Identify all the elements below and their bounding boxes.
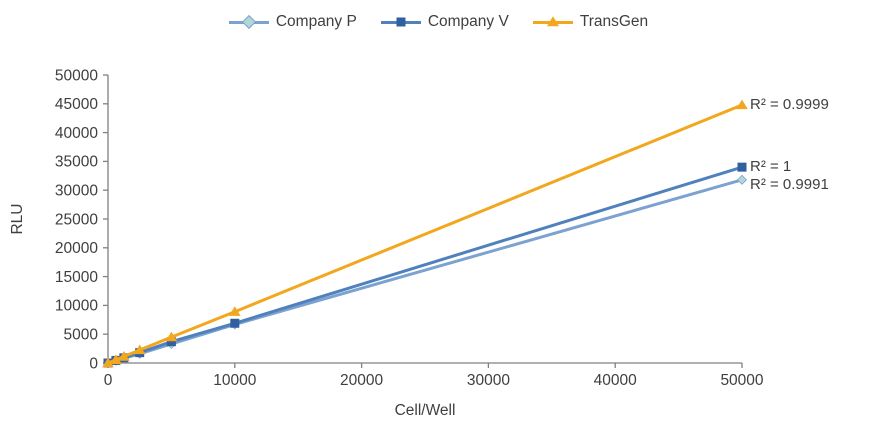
x-axis-title: Cell/Well <box>394 402 456 419</box>
y-axis-tick-label: 15000 <box>55 269 98 286</box>
chart-legend: Company P Company V TransGen <box>0 13 877 31</box>
axis-lines <box>107 75 742 364</box>
x-axis-tick-label: 10000 <box>213 372 256 389</box>
legend-item-company-p: Company P <box>228 13 357 31</box>
x-axis-tick-label: 40000 <box>594 372 637 389</box>
diamond-marker-icon <box>736 174 748 185</box>
triangle-marker-icon <box>118 350 130 361</box>
y-axis-tick-label: 10000 <box>55 298 98 315</box>
y-axis-tick-label: 20000 <box>55 240 98 257</box>
y-axis-tick-label: 25000 <box>55 211 98 228</box>
y-axis-tick-label: 40000 <box>55 125 98 142</box>
legend-line-sample <box>228 16 269 28</box>
y-axis-tick-label: 30000 <box>55 183 98 200</box>
r2-annotation-company-v: R² = 1 <box>750 158 792 176</box>
triangle-marker-icon <box>736 99 748 110</box>
triangle-marker-icon <box>165 331 178 342</box>
triangle-marker-icon <box>110 354 122 364</box>
y-axis-tick-label: 35000 <box>55 154 98 171</box>
legend-item-transgen: TransGen <box>532 13 649 31</box>
legend-line-sample <box>532 16 573 27</box>
x-axis-tick-label: 30000 <box>467 372 510 389</box>
legend-label: TransGen <box>579 13 649 30</box>
legend-label: Company V <box>427 13 509 30</box>
square-marker-icon <box>166 337 176 347</box>
square-marker-icon <box>230 318 240 328</box>
x-axis-tick-label: 20000 <box>340 372 383 389</box>
square-marker-icon <box>737 162 747 172</box>
triangle-marker-icon <box>229 306 241 316</box>
series-line-0 <box>107 178 743 365</box>
y-axis-tick-label: 0 <box>89 355 98 372</box>
r2-annotation-company-p: R² = 0.9991 <box>750 175 829 193</box>
y-axis-tick-label: 5000 <box>64 327 99 344</box>
y-axis-tick-label: 50000 <box>55 67 98 84</box>
square-marker-icon <box>396 17 406 27</box>
x-axis-tick-label: 0 <box>104 372 113 389</box>
triangle-marker-icon <box>546 16 559 27</box>
legend-item-company-v: Company V <box>380 13 509 31</box>
y-axis-tick-label: 45000 <box>55 96 98 113</box>
triangle-marker-icon <box>133 344 146 355</box>
series-line-2 <box>107 103 743 365</box>
legend-line-sample <box>380 17 421 27</box>
x-axis-tick-label: 50000 <box>720 372 763 389</box>
r2-annotation-transgen: R² = 0.9999 <box>750 95 829 113</box>
y-axis-title: RLU <box>9 203 26 235</box>
legend-label: Company P <box>275 13 357 30</box>
triangle-marker-icon <box>102 357 114 368</box>
series-line-1 <box>107 165 743 365</box>
